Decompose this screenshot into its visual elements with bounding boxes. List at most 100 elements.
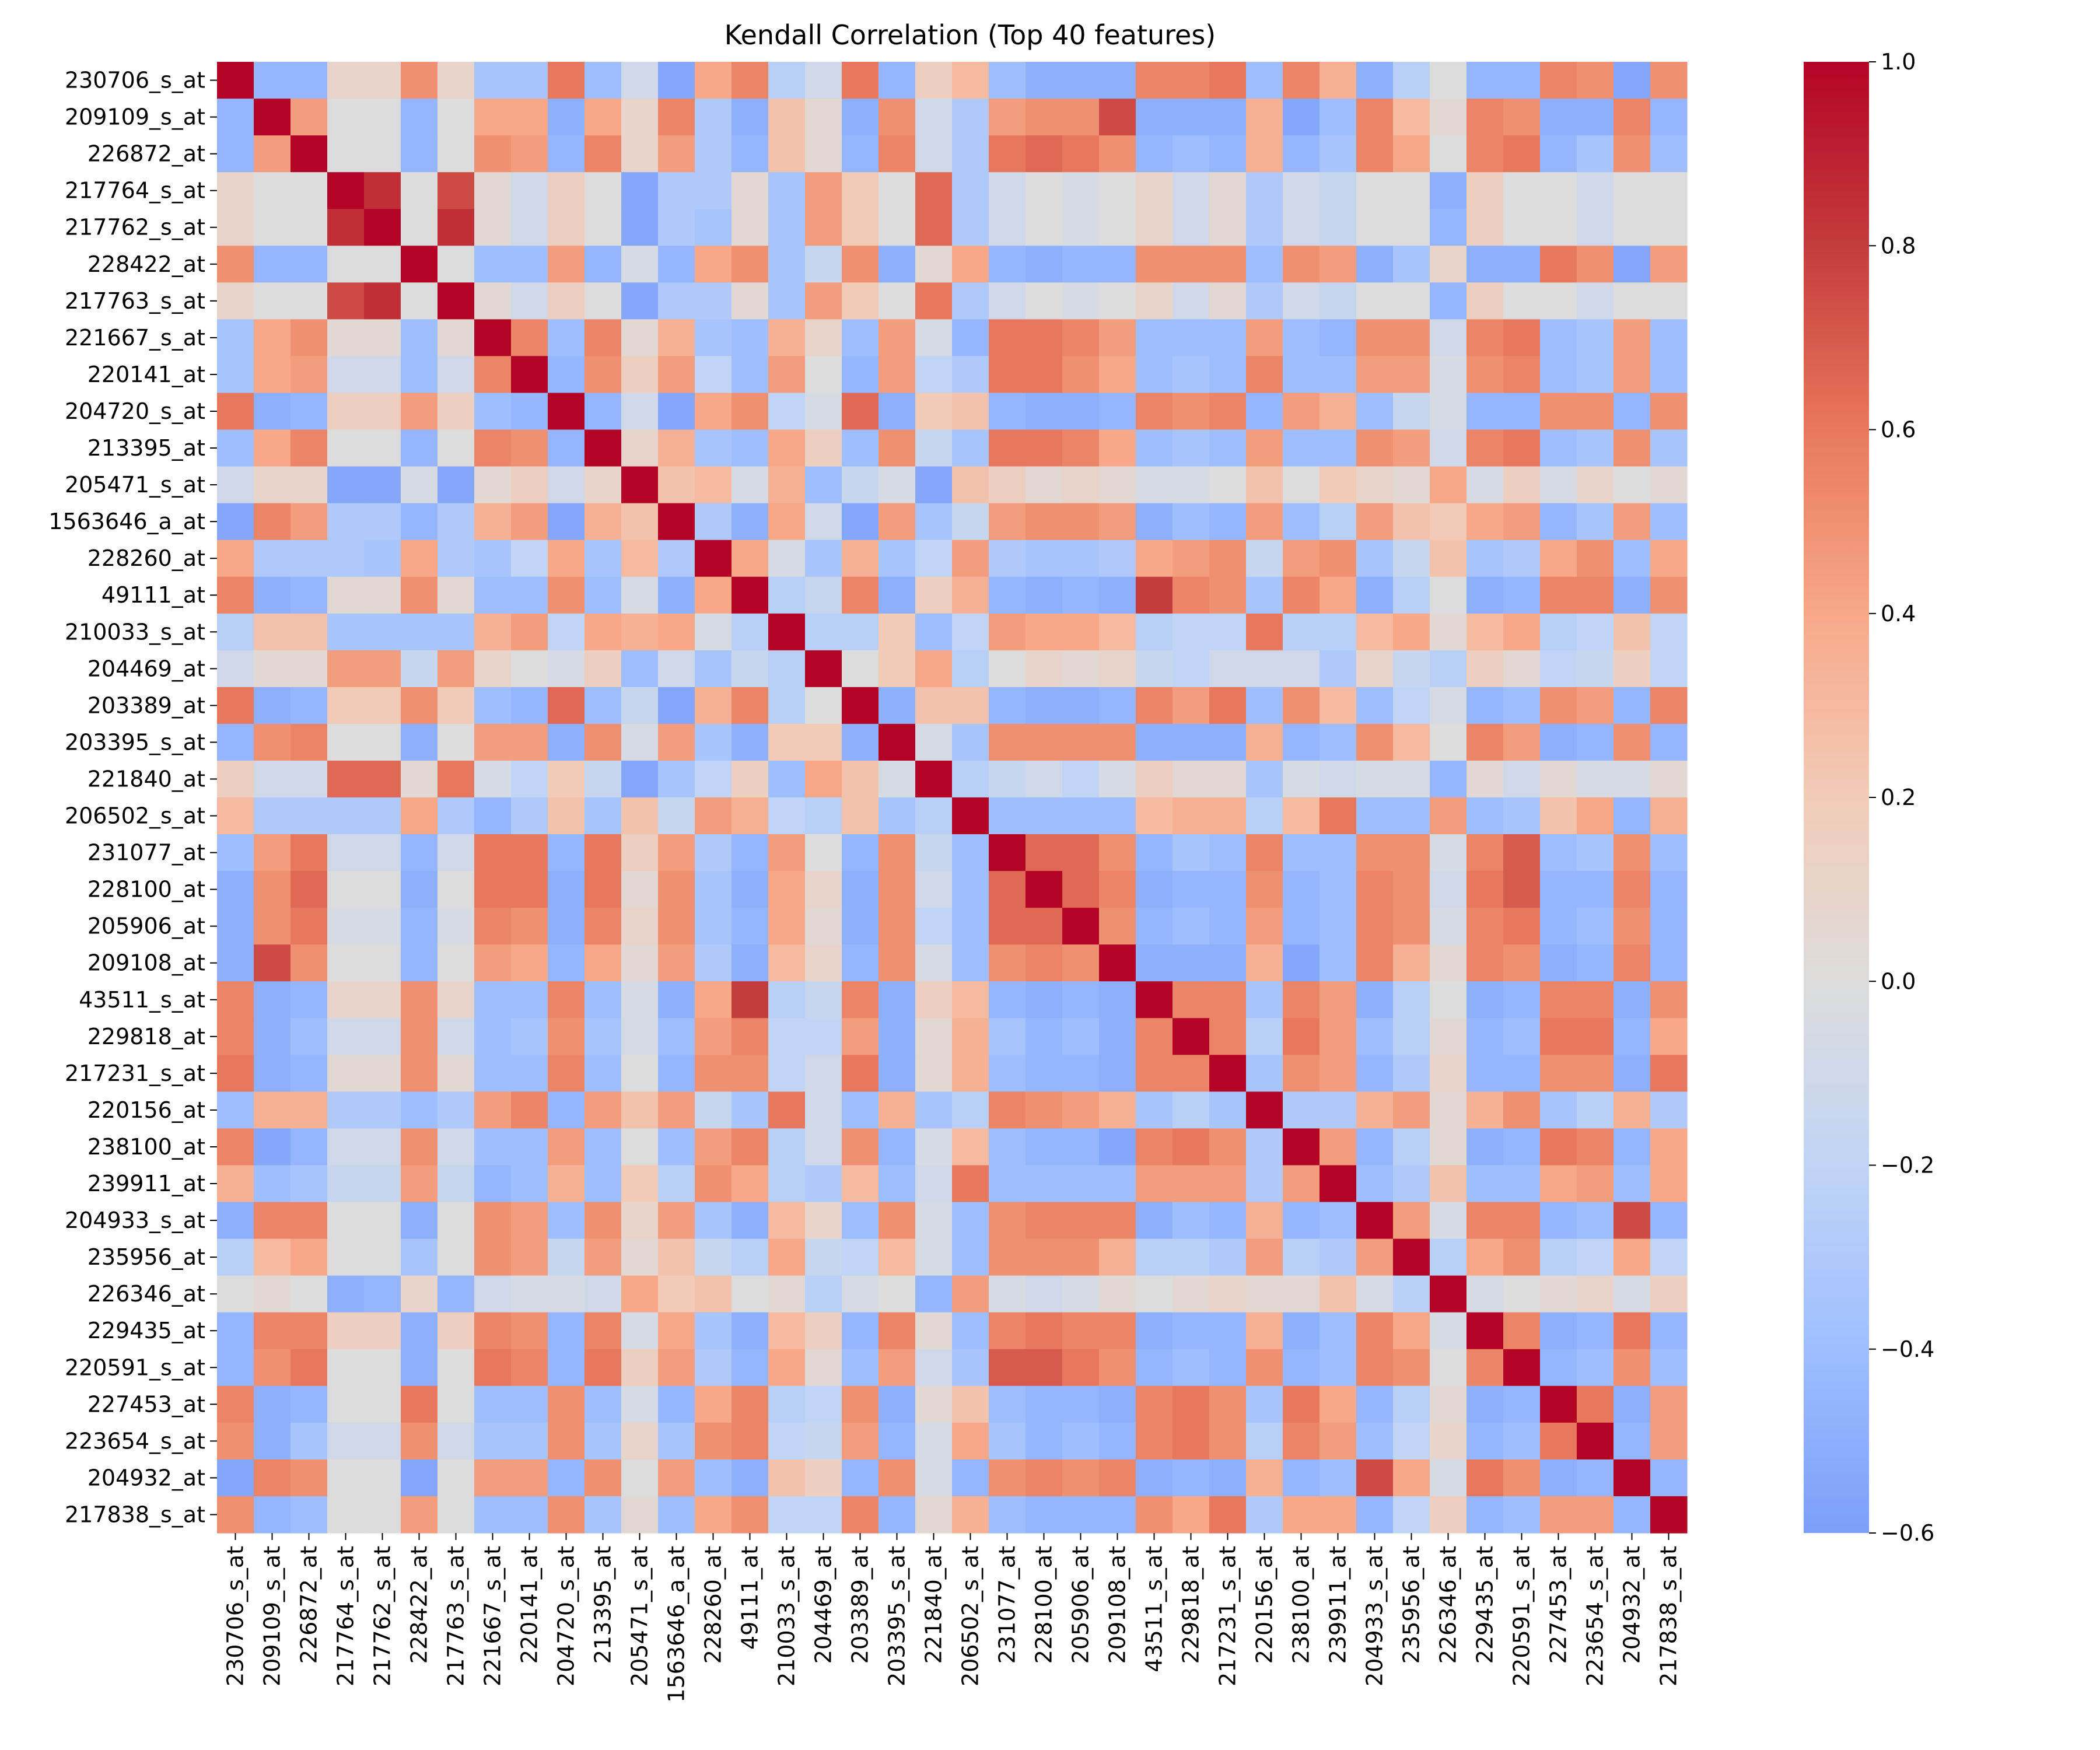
heatmap-cell	[915, 981, 953, 1019]
heatmap-cell	[1172, 687, 1210, 724]
heatmap-cell	[1099, 908, 1136, 945]
heatmap-cell	[1650, 576, 1688, 614]
heatmap-cell	[1320, 760, 1357, 798]
heatmap-cell	[805, 981, 842, 1019]
heatmap-cell	[1577, 1091, 1614, 1129]
heatmap-cell	[401, 723, 438, 761]
heatmap-cell	[548, 871, 585, 908]
heatmap-cell	[290, 319, 328, 356]
heatmap-cell	[1209, 282, 1247, 320]
heatmap-cell	[1393, 760, 1430, 798]
heatmap-cell	[327, 99, 365, 136]
heatmap-cell	[1099, 1349, 1136, 1387]
heatmap-cell	[878, 1459, 916, 1497]
heatmap-cell	[658, 1496, 695, 1534]
x-tick-label: 221667_s_at	[480, 1546, 506, 1686]
heatmap-cell	[1503, 1165, 1541, 1203]
heatmap-cell	[1320, 282, 1357, 320]
heatmap-cell	[327, 246, 365, 283]
heatmap-cell	[327, 613, 365, 651]
colorbar-tick-label: −0.4	[1881, 1336, 1934, 1362]
heatmap-cell	[1172, 1238, 1210, 1276]
heatmap-cell	[438, 650, 475, 688]
heatmap-cell	[584, 172, 622, 209]
heatmap-cell	[438, 466, 475, 504]
heatmap-cell	[878, 1275, 916, 1313]
heatmap-cell	[842, 1422, 879, 1460]
heatmap-cell	[1026, 1349, 1063, 1387]
x-tick-label: 204720_s_at	[554, 1546, 579, 1686]
heatmap-cell	[1062, 503, 1100, 541]
heatmap-cell	[254, 1496, 291, 1534]
heatmap-cell	[805, 1055, 842, 1092]
x-tick-label: 235956_at	[1399, 1546, 1424, 1664]
heatmap-cell	[695, 1091, 732, 1129]
heatmap-cell	[732, 540, 769, 578]
heatmap-cell	[1136, 1385, 1173, 1423]
heatmap-cell	[1136, 62, 1173, 99]
heatmap-cell	[290, 172, 328, 209]
heatmap-cell	[1393, 1275, 1430, 1313]
heatmap-cell	[1246, 650, 1283, 688]
heatmap-cell	[805, 1238, 842, 1276]
heatmap-cell	[1320, 981, 1357, 1019]
y-tick-label: 217764_s_at	[65, 178, 205, 204]
heatmap-cell	[1577, 981, 1614, 1019]
heatmap-cell	[1062, 871, 1100, 908]
heatmap-cell	[1026, 871, 1063, 908]
heatmap-cell	[989, 687, 1026, 724]
heatmap-cell	[915, 1055, 953, 1092]
heatmap-cell	[511, 1312, 548, 1350]
x-tick-label: 217764_s_at	[333, 1546, 359, 1686]
heatmap-cell	[989, 246, 1026, 283]
heatmap-cell	[1356, 99, 1394, 136]
heatmap-cell	[1466, 650, 1504, 688]
heatmap-cell	[438, 1349, 475, 1387]
heatmap-cell	[1026, 319, 1063, 356]
heatmap-cell	[842, 613, 879, 651]
heatmap-cell	[878, 1055, 916, 1092]
heatmap-cell	[1062, 944, 1100, 982]
heatmap-cell	[658, 62, 695, 99]
heatmap-cell	[768, 1385, 806, 1423]
heatmap-cell	[364, 1238, 401, 1276]
heatmap-cell	[695, 1312, 732, 1350]
heatmap-cell	[842, 135, 879, 173]
x-tick-label: 228100_at	[1031, 1546, 1057, 1664]
heatmap-cell	[1430, 319, 1467, 356]
heatmap-cell	[1246, 613, 1283, 651]
heatmap-cell	[364, 871, 401, 908]
heatmap-cell	[805, 466, 842, 504]
heatmap-cell	[364, 1091, 401, 1129]
y-tick-label: 213395_at	[88, 435, 205, 461]
heatmap-cell	[1466, 1385, 1504, 1423]
heatmap-cell	[768, 1202, 806, 1240]
heatmap-cell	[1320, 871, 1357, 908]
heatmap-cell	[842, 1385, 879, 1423]
heatmap-cell	[1540, 503, 1577, 541]
heatmap-cell	[548, 1238, 585, 1276]
heatmap-cell	[1466, 99, 1504, 136]
heatmap-cell	[1283, 172, 1320, 209]
heatmap-cell	[1026, 1312, 1063, 1350]
heatmap-cell	[401, 1496, 438, 1534]
heatmap-cell	[732, 1091, 769, 1129]
heatmap-cell	[474, 319, 512, 356]
heatmap-cell	[989, 393, 1026, 430]
heatmap-cell	[695, 1275, 732, 1313]
heatmap-cell	[548, 908, 585, 945]
heatmap-cell	[695, 503, 732, 541]
heatmap-cell	[474, 540, 512, 578]
heatmap-cell	[989, 908, 1026, 945]
heatmap-cell	[290, 466, 328, 504]
heatmap-cell	[658, 1238, 695, 1276]
heatmap-cell	[878, 1312, 916, 1350]
heatmap-cell	[401, 135, 438, 173]
heatmap-cell	[474, 466, 512, 504]
heatmap-cell	[1430, 1165, 1467, 1203]
heatmap-cell	[327, 466, 365, 504]
y-tick-label: 204933_s_at	[65, 1208, 205, 1233]
heatmap-cell	[1099, 613, 1136, 651]
x-tick-label: 217762_s_at	[370, 1546, 396, 1686]
heatmap-cell	[1136, 209, 1173, 246]
